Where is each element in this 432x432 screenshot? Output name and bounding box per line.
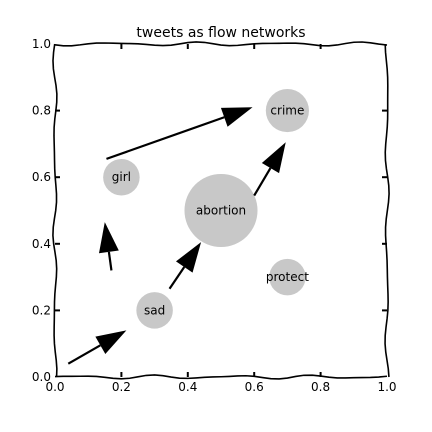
- x-tick-label: 0.4: [178, 380, 197, 394]
- arrow-shaft: [253, 167, 272, 197]
- arrow-head: [220, 107, 253, 127]
- node-protect: protect: [266, 258, 309, 296]
- arrow-shaft: [67, 344, 101, 365]
- node-label: sad: [144, 303, 165, 317]
- node-crime: crime: [265, 89, 309, 133]
- frame-bottom: [54, 374, 388, 380]
- x-tick-label: 1.0: [377, 380, 396, 394]
- node-label: girl: [112, 170, 131, 184]
- arrow-head: [175, 242, 202, 273]
- arrow-5: [253, 142, 286, 197]
- node-label: protect: [266, 270, 309, 284]
- axis-ticks: 0.0 0.2 0.4 0.6 0.8 1.0 0.0 0.2 0.4 0.6 0.8 1.0: [32, 37, 397, 394]
- y-tick-label: 0.6: [32, 170, 51, 184]
- arrow-1: [67, 330, 127, 365]
- arrow-head: [98, 222, 119, 254]
- y-tick-label: 0.0: [32, 370, 51, 384]
- node-girl: girl: [103, 158, 140, 196]
- arrow-shaft: [106, 116, 225, 160]
- frame-right: [384, 43, 390, 378]
- node-circle: [184, 173, 258, 248]
- arrow-head: [261, 142, 286, 174]
- frame-left: [52, 43, 58, 378]
- x-tick-label: 0.6: [245, 380, 264, 394]
- arrow-2: [168, 242, 202, 290]
- node-circle: [136, 292, 173, 329]
- arrow-4: [106, 107, 253, 160]
- y-tick-label: 0.8: [32, 104, 51, 118]
- x-tick-label: 0.0: [45, 380, 64, 394]
- node-label: abortion: [196, 204, 246, 218]
- node-sad: sad: [136, 292, 173, 329]
- y-tick-label: 0.2: [32, 303, 51, 317]
- x-tick-label: 0.2: [112, 380, 131, 394]
- node-label: crime: [270, 104, 304, 118]
- x-tick-label: 0.8: [311, 380, 330, 394]
- arrow-head: [95, 330, 127, 354]
- node-circle: [265, 89, 309, 133]
- nodes: girl crime abortion protect sad: [103, 89, 309, 329]
- plot-frame: [52, 41, 390, 380]
- node-circle: [103, 158, 140, 196]
- chart-title: tweets as flow networks: [136, 25, 305, 41]
- node-abortion: abortion: [184, 173, 258, 248]
- arrow-3: [98, 222, 119, 271]
- y-tick-label: 1.0: [32, 37, 51, 51]
- y-tick-label: 0.4: [32, 237, 51, 251]
- frame-top: [54, 41, 388, 47]
- arrows: [67, 107, 286, 365]
- node-circle: [269, 258, 306, 296]
- arrow-shaft: [107, 251, 113, 271]
- arrow-shaft: [168, 266, 186, 290]
